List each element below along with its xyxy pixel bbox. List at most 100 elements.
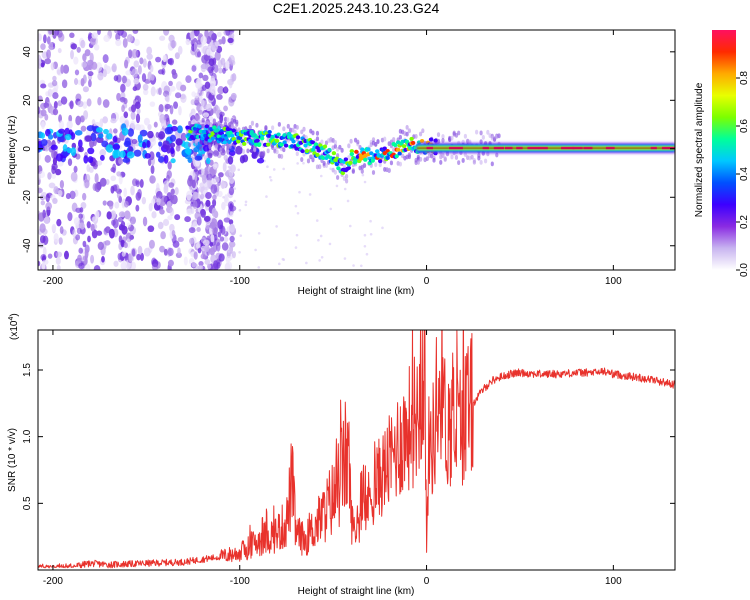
noise-blob xyxy=(40,83,47,89)
noise-blob xyxy=(223,182,227,185)
halo-blob xyxy=(192,129,196,135)
noise-blob xyxy=(268,175,272,179)
ridge-blob xyxy=(276,132,281,137)
noise-blob xyxy=(113,75,119,82)
noise-blob xyxy=(67,158,73,167)
noise-blob xyxy=(221,242,229,251)
noise-blob xyxy=(329,207,333,211)
y-tick-label: 40 xyxy=(22,46,33,58)
noise-blob xyxy=(97,30,101,35)
noise-blob xyxy=(78,247,84,254)
noise-blob xyxy=(66,120,73,129)
signal-blob xyxy=(133,149,142,157)
noise-blob xyxy=(82,192,87,201)
noise-blob xyxy=(80,78,85,87)
noise-blob xyxy=(104,226,111,234)
noise-blob xyxy=(363,180,367,184)
signal-blob xyxy=(146,140,151,148)
ridge-blob xyxy=(216,134,222,139)
halo-blob xyxy=(336,175,340,180)
halo-blob xyxy=(188,142,192,148)
signal-blob xyxy=(170,125,178,132)
noise-blob xyxy=(230,92,237,100)
noise-blob xyxy=(102,116,109,124)
halo-blob xyxy=(315,130,320,136)
halo-blob xyxy=(407,128,411,134)
ridge-blob xyxy=(392,143,398,148)
noise-blob xyxy=(159,209,165,215)
noise-blob xyxy=(229,164,236,173)
noise-blob xyxy=(163,248,168,256)
signal-blob xyxy=(58,128,66,134)
halo-blob xyxy=(477,153,481,158)
noise-blob xyxy=(90,254,95,264)
noise-blob xyxy=(170,194,175,201)
signal-blob xyxy=(128,146,134,153)
noise-blob xyxy=(89,38,96,46)
signal-blob xyxy=(78,139,83,148)
noise-blob xyxy=(95,62,103,72)
ridge-blob xyxy=(283,143,289,148)
noise-blob xyxy=(282,167,285,171)
noise-blob xyxy=(216,241,221,252)
noise-blob xyxy=(102,54,109,64)
noise-blob xyxy=(294,204,298,208)
signal-blob xyxy=(47,134,54,140)
noise-blob xyxy=(328,242,332,246)
noise-blob xyxy=(174,52,180,60)
noise-blob xyxy=(217,86,225,95)
halo-blob xyxy=(479,159,483,165)
halo-blob xyxy=(275,149,279,155)
ridge-blob xyxy=(282,133,287,138)
noise-blob xyxy=(69,100,74,110)
noise-blob xyxy=(86,98,92,107)
noise-blob xyxy=(218,67,223,74)
y-tick-label: 1.5 xyxy=(22,363,33,377)
ridge-blob xyxy=(343,157,349,162)
ridge-blob xyxy=(186,132,192,137)
halo-blob xyxy=(450,154,454,160)
noise-blob xyxy=(104,240,111,246)
noise-blob xyxy=(171,119,178,125)
noise-blob xyxy=(198,186,204,192)
signal-blob xyxy=(70,132,76,140)
halo-blob xyxy=(436,132,441,138)
noise-blob xyxy=(130,111,136,120)
noise-blob xyxy=(164,103,171,110)
noise-blob xyxy=(217,231,222,238)
noise-blob xyxy=(43,34,47,44)
y-tick-label: 0.5 xyxy=(22,496,33,510)
noise-blob xyxy=(108,200,114,210)
signal-blob xyxy=(158,141,163,147)
noise-blob xyxy=(139,179,144,188)
noise-blob xyxy=(128,49,133,59)
ridge-blob xyxy=(236,139,241,144)
noise-blob xyxy=(210,183,218,194)
noise-blob xyxy=(175,252,182,259)
noise-blob xyxy=(163,30,170,36)
halo-blob xyxy=(432,157,436,163)
noise-blob xyxy=(82,101,88,109)
noise-blob xyxy=(223,154,228,161)
spectrogram-xlabel: Height of straight line (km) xyxy=(298,286,415,297)
noise-blob xyxy=(346,199,350,203)
noise-blob xyxy=(77,254,82,263)
noise-blob xyxy=(272,168,276,171)
noise-blob xyxy=(120,239,125,248)
noise-blob xyxy=(185,38,191,46)
noise-blob xyxy=(175,144,181,152)
halo-blob xyxy=(347,143,351,149)
colorbar-tick-label: 0.4 xyxy=(739,167,750,181)
snr-scale-prefix: (x10 xyxy=(9,320,20,340)
ridge-blob xyxy=(267,129,272,134)
noise-blob xyxy=(46,36,51,45)
noise-blob xyxy=(211,178,217,185)
noise-blob xyxy=(79,207,84,213)
noise-blob xyxy=(200,99,205,107)
noise-blob xyxy=(206,179,213,187)
noise-blob xyxy=(55,251,63,258)
x-tick-label: 0 xyxy=(424,576,430,587)
colorbar-tick-label: 0.6 xyxy=(739,119,750,133)
noise-blob xyxy=(47,88,53,98)
noise-blob xyxy=(183,256,188,266)
